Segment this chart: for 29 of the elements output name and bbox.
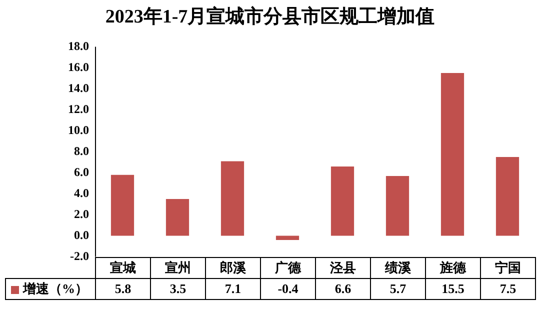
data-label: 6.6 [316,278,370,300]
x-tick-label: 泾县 [316,257,370,278]
data-label: 5.8 [96,278,150,300]
data-label: 15.5 [426,278,480,300]
y-tick-label: 12.0 [68,102,89,116]
y-tick-label: 10.0 [68,122,89,137]
x-tick-label: 郎溪 [206,257,260,278]
y-tick-label: -2.0 [70,248,89,263]
y-tick-label: 18.0 [68,38,89,53]
y-tick-label: 4.0 [74,186,89,200]
y-tick-label: 14.0 [68,80,89,95]
data-label: -0.4 [260,278,316,300]
y-tick-label: 2.0 [74,206,89,221]
y-tick-label: 8.0 [74,144,89,158]
data-label: 3.5 [150,278,206,300]
data-label: 7.1 [206,278,260,300]
data-label: 7.5 [480,278,536,300]
y-tick-label: 16.0 [68,60,89,74]
x-tick-label: 宁国 [480,257,536,278]
y-tick-label: 0.0 [74,228,89,242]
x-tick-label: 广德 [260,257,316,278]
x-tick-label: 宣城 [96,257,150,278]
chart-title: 2023年1-7月宣城市分县市区规工增加值 [105,5,435,28]
y-tick-label: 6.0 [74,164,89,179]
legend-label: 增速（%） [6,278,96,300]
x-tick-label: 旌德 [426,257,480,278]
data-label: 5.7 [370,278,426,300]
x-tick-label: 绩溪 [370,257,426,278]
x-tick-label: 宣州 [150,257,206,278]
